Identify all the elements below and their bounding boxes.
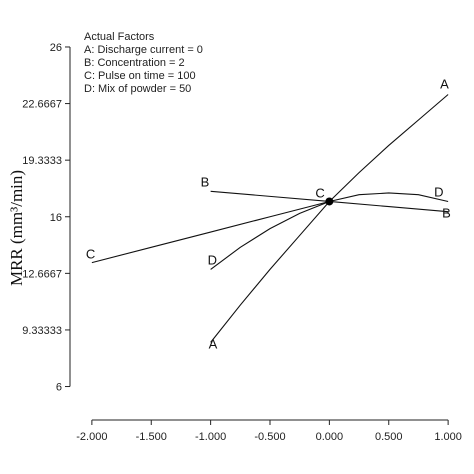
curve-label-b-start: B bbox=[201, 174, 210, 189]
x-tick-label: -1.500 bbox=[136, 431, 167, 443]
legend-entry-c: C: Pulse on time = 100 bbox=[84, 70, 196, 82]
x-tick-label: -2.000 bbox=[76, 431, 107, 443]
axes bbox=[65, 46, 449, 425]
curve-label-a-start: A bbox=[209, 336, 218, 351]
curve-c bbox=[91, 200, 330, 264]
y-tick-label: 6 bbox=[56, 382, 62, 394]
y-tick-label: 22.6667 bbox=[22, 99, 62, 111]
curves bbox=[91, 94, 449, 343]
curve-label-a-end: A bbox=[440, 77, 449, 92]
y-axis-label: MRR (mm³/min) bbox=[7, 170, 26, 286]
y-tick-label: 16 bbox=[50, 212, 62, 224]
legend-title: Actual Factors bbox=[84, 31, 155, 43]
y-tick-label: 9.33333 bbox=[22, 325, 62, 337]
legend-entry-b: B: Concentration = 2 bbox=[84, 57, 185, 69]
tick-labels: 6 9.33333 12.6667 16 19.3333 22.6667 26 -2.000 -… bbox=[22, 42, 462, 443]
curve-labels: A A B B C D D C bbox=[86, 77, 451, 352]
curve-label-c-start: C bbox=[86, 247, 95, 262]
x-tick-label: 0.000 bbox=[316, 431, 344, 443]
y-tick-label: 26 bbox=[50, 42, 62, 54]
curve-label-d-start: D bbox=[208, 252, 217, 267]
x-tick-label: -0.500 bbox=[254, 431, 285, 443]
y-tick-label: 19.3333 bbox=[22, 155, 62, 167]
x-tick-label: 1.000 bbox=[434, 431, 462, 443]
legend-factors: Actual Factors A: Discharge current = 0 … bbox=[84, 31, 203, 95]
curve-a bbox=[210, 94, 449, 343]
center-point-marker bbox=[325, 197, 334, 206]
curve-label-d-end: D bbox=[434, 184, 443, 199]
y-tick-label: 12.6667 bbox=[22, 268, 62, 280]
curve-label-b-end: B bbox=[442, 206, 451, 221]
x-tick-label: -1.000 bbox=[195, 431, 226, 443]
center-point-label: C bbox=[315, 185, 324, 200]
x-tick-label: 0.500 bbox=[375, 431, 403, 443]
legend-entry-d: D: Mix of powder = 50 bbox=[84, 83, 191, 95]
legend-entry-a: A: Discharge current = 0 bbox=[84, 44, 203, 56]
